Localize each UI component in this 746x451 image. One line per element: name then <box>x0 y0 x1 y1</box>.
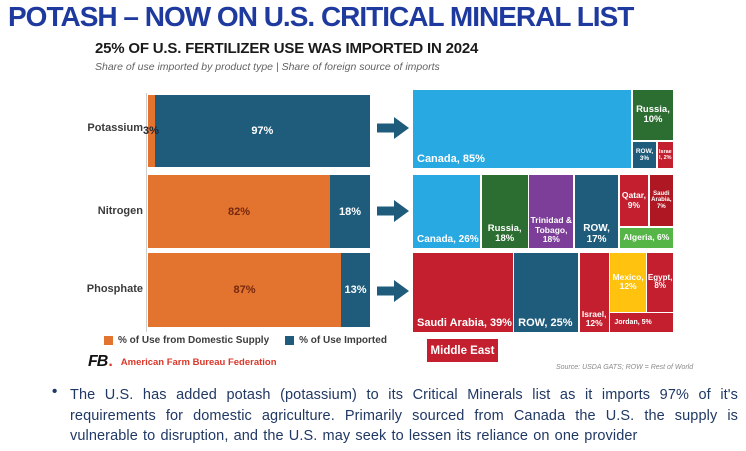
segment-russia: Russia, 10% <box>632 90 673 141</box>
source-note: Source: USDA GATS; ROW = Rest of World <box>556 364 694 371</box>
bar-segment-domestic: 87% <box>148 253 342 327</box>
bullet-text: The U.S. has added potash (potassium) to… <box>70 387 738 445</box>
bullet-marker: • <box>52 383 58 400</box>
bar-value-label: 18% <box>339 205 362 218</box>
afbf-logo-text: American Farm Bureau Federation <box>120 356 277 368</box>
segment-label: Qatar, 9% <box>621 190 646 210</box>
arrow-right-icon <box>377 280 409 302</box>
segment-israel: Israel, 2% <box>657 141 673 168</box>
afbf-logo: FB . American Farm Bureau Federation <box>88 353 277 371</box>
segment-label: Saudi Arabia, 39% <box>417 316 512 329</box>
source-row-phosphate: Saudi Arabia, 39% ROW, 25% Israel, 12% M… <box>413 253 673 332</box>
bar-segment-imported: 13% <box>341 253 370 327</box>
category-label-potassium: Potassium <box>87 122 143 134</box>
segment-label: Israel, 2% <box>658 148 672 161</box>
chart-subtitle: Share of use imported by product type | … <box>95 61 440 73</box>
segment-label: Trinidad & Tobago, 18% <box>530 215 573 245</box>
segment-label: Israel, 12% <box>581 308 607 329</box>
segment-russia: Russia, 18% <box>481 175 528 248</box>
segment-label: ROW, 17% <box>583 222 610 245</box>
category-label-phosphate: Phosphate <box>86 283 143 295</box>
segment-row: ROW, 17% <box>574 175 619 248</box>
legend-swatch-imported <box>285 336 295 345</box>
segment-row: ROW, 3% <box>632 141 657 168</box>
segment-mexico: Mexico, 12% <box>610 253 646 312</box>
chart-title: 25% OF U.S. FERTILIZER USE WAS IMPORTED … <box>95 40 479 57</box>
segment-label: Algeria, 6% <box>623 232 670 243</box>
segment-label: Canada, 85% <box>417 152 485 165</box>
bar-segment-domestic: 82% <box>148 175 331 248</box>
category-label-nitrogen: Nitrogen <box>97 205 143 217</box>
segment-label: ROW, 3% <box>635 147 654 162</box>
bar-value-label: 97% <box>251 125 274 137</box>
legend-item-imported: % of Use Imported <box>285 335 387 346</box>
segment-trinidad-tobago: Trinidad & Tobago, 18% <box>529 175 574 248</box>
source-row-potassium: Canada, 85% Russia, 10% ROW, 3% Israel, … <box>413 90 673 168</box>
segment-label: Russia, 10% <box>636 103 670 126</box>
page-title: POTASH – NOW ON U.S. CRITICAL MINERAL LI… <box>8 1 634 32</box>
legend-item-domestic: % of Use from Domestic Supply <box>104 335 269 346</box>
afbf-logo-dot: . <box>108 353 113 370</box>
segment-jordan: Jordan, 5% <box>610 313 673 332</box>
segment-canada: Canada, 26% <box>413 175 481 248</box>
segment-label: Jordan, 5% <box>614 318 652 326</box>
middle-east-badge: Middle East <box>427 339 498 362</box>
bar-value-label: 3% <box>143 125 159 137</box>
segment-label: ROW, 25% <box>518 316 573 329</box>
bar-segment-imported: 97% <box>154 95 370 167</box>
bar-value-label: 82% <box>228 205 251 218</box>
source-row-nitrogen: Canada, 26% Russia, 18% Trinidad & Tobag… <box>413 175 674 248</box>
bar-row-phosphate: 87% 13% <box>148 253 370 327</box>
afbf-logo-mark: FB <box>88 353 108 370</box>
segment-saudi-arabia: Saudi Arabia, 39% <box>413 253 513 332</box>
segment-saudi-arabia: Saudi Arabia, 7% <box>649 175 674 227</box>
bar-segment-domestic <box>148 95 155 167</box>
segment-israel: Israel, 12% <box>579 253 609 332</box>
bar-row-nitrogen: 82% 18% <box>148 175 370 248</box>
segment-algeria: Algeria, 6% <box>619 227 674 248</box>
arrow-right-icon <box>377 200 409 222</box>
segment-row: ROW, 25% <box>514 253 579 332</box>
bar-value-label: 87% <box>233 284 256 296</box>
arrow-right-icon <box>377 117 409 139</box>
segment-label: Canada, 26% <box>417 233 479 245</box>
legend-swatch-domestic <box>104 336 113 345</box>
segment-label: Egypt, 8% <box>647 272 673 291</box>
segment-label: Saudi Arabia, 7% <box>651 190 672 211</box>
bar-value-label: 13% <box>344 284 367 296</box>
legend-label-imported: % of Use Imported <box>299 335 387 346</box>
segment-label: Russia, 18% <box>487 222 522 245</box>
segment-canada: Canada, 85% <box>413 90 632 168</box>
legend-label-domestic: % of Use from Domestic Supply <box>118 335 270 346</box>
bar-row-potassium: 97% 3% <box>143 95 370 167</box>
segment-label: Mexico, 12% <box>612 271 644 292</box>
y-axis-line <box>146 93 147 332</box>
bar-segment-imported: 18% <box>330 175 370 248</box>
segment-egypt: Egypt, 8% <box>647 253 673 312</box>
chart-legend: % of Use from Domestic Supply % of Use I… <box>104 335 387 346</box>
segment-qatar: Qatar, 9% <box>619 175 649 227</box>
